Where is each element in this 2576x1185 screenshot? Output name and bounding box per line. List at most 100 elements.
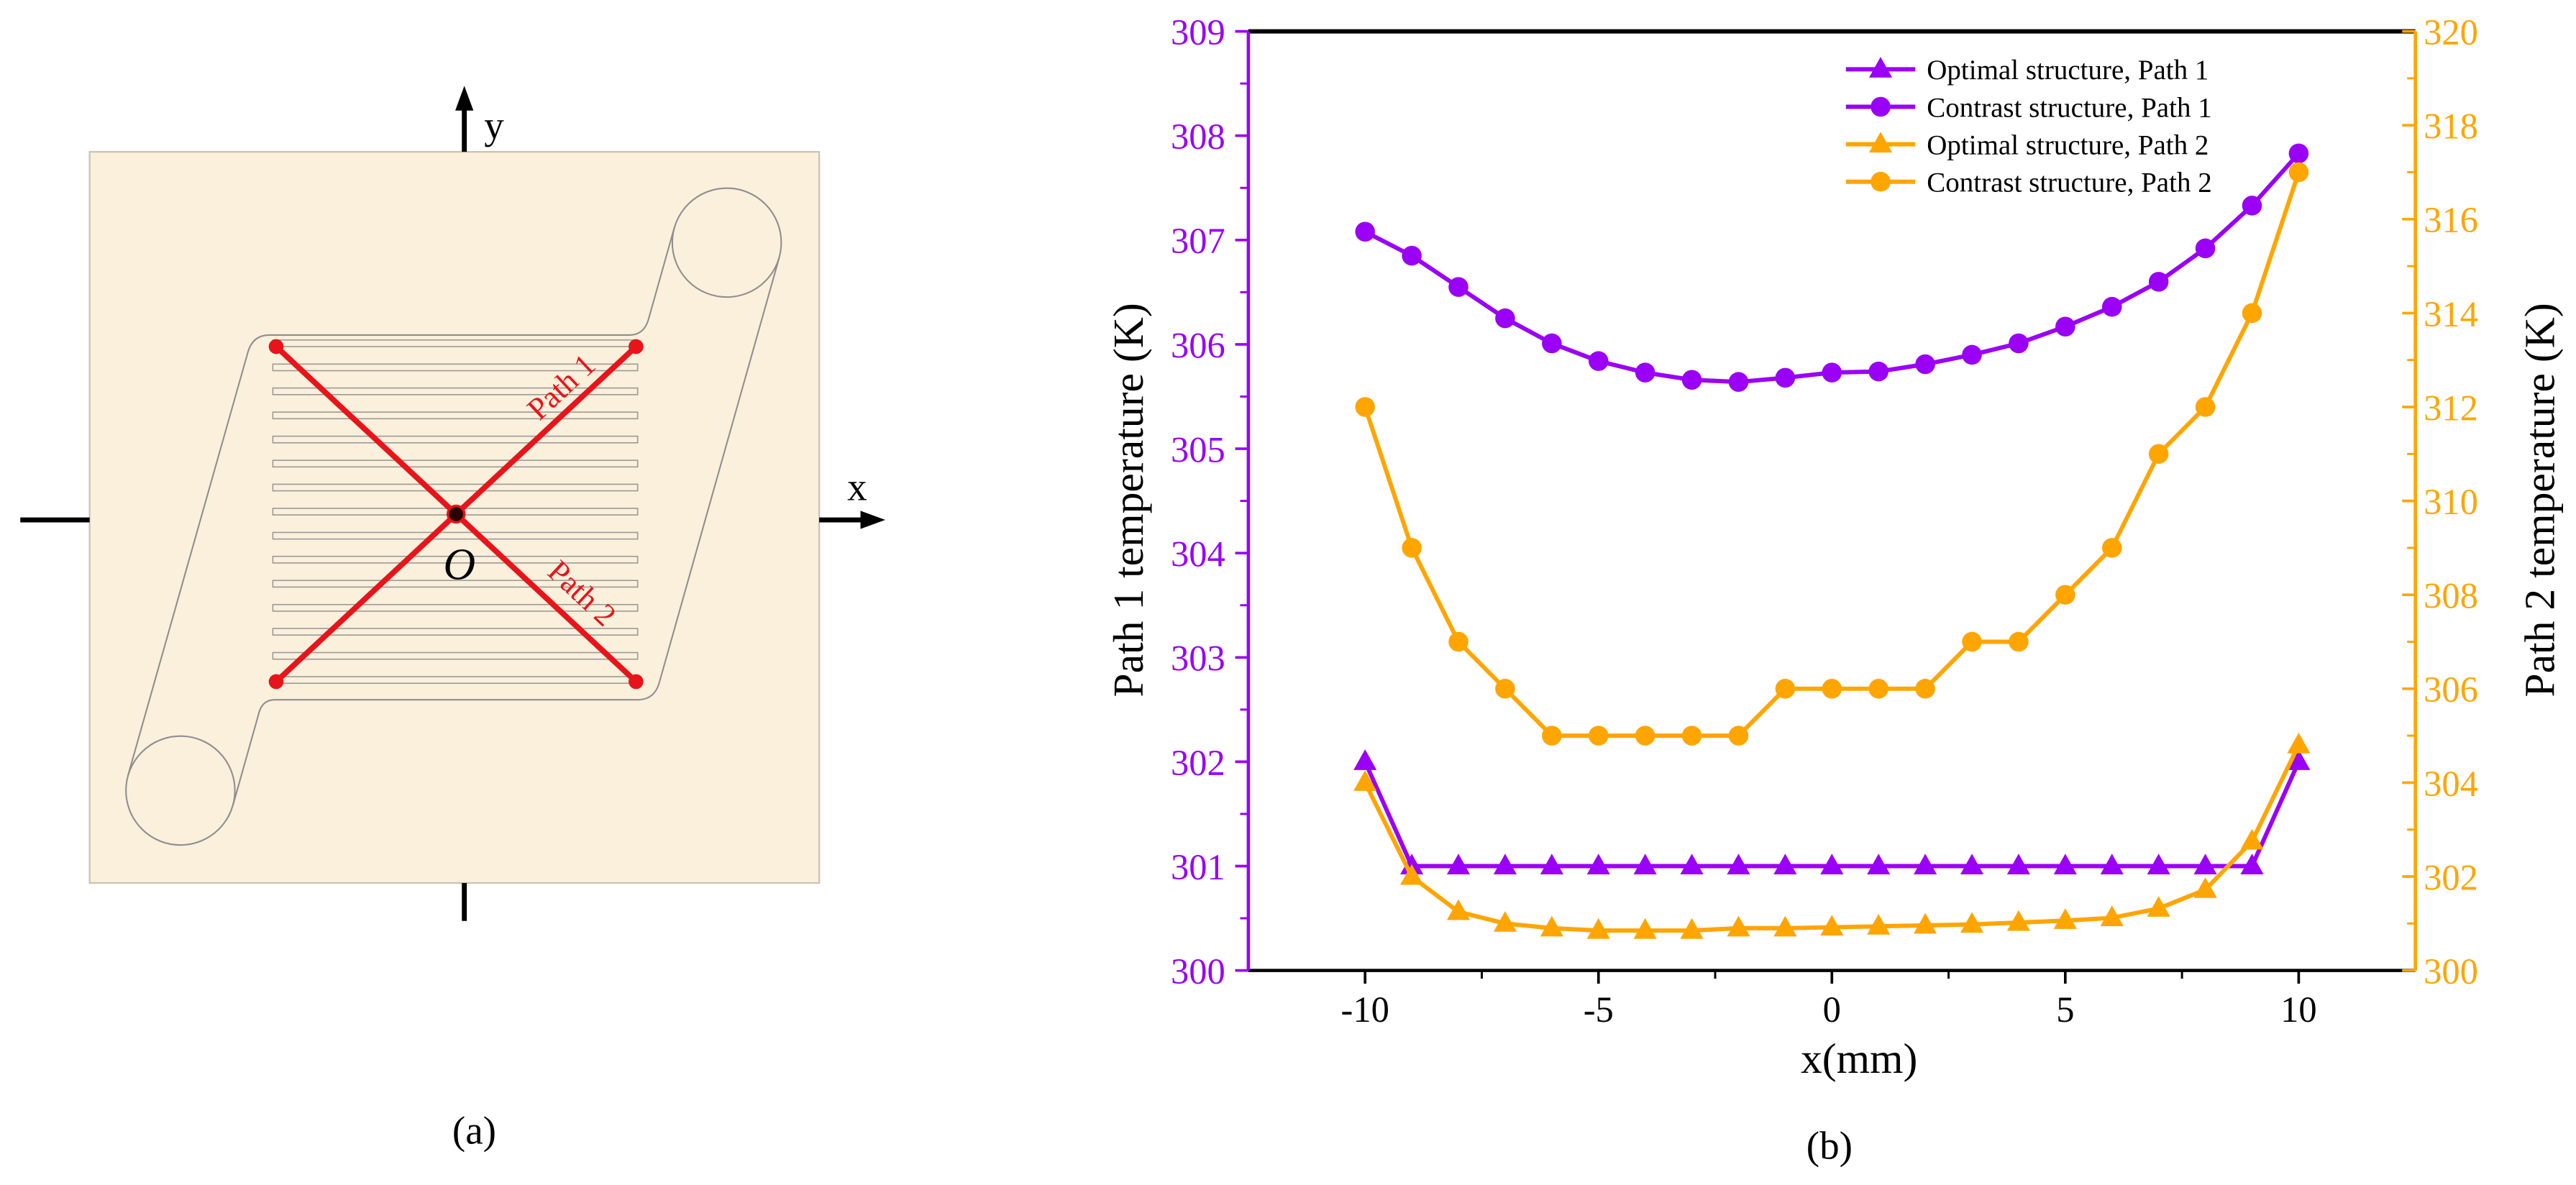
series-3-point xyxy=(2287,732,2311,754)
series-1-point xyxy=(2147,854,2170,874)
legend: Optimal structure, Path 1 Contrast struct… xyxy=(1845,55,2212,198)
panel-a-caption: (a) xyxy=(452,1109,496,1153)
x-tick-label: 0 xyxy=(1823,989,1841,1030)
origin-point xyxy=(446,504,466,524)
series-2-point xyxy=(1448,277,1469,297)
series-3-point xyxy=(1867,914,1891,935)
series-3-point xyxy=(1820,915,1844,936)
series-4 xyxy=(1355,162,2309,746)
series-3-point xyxy=(1446,899,1471,920)
series-1-point xyxy=(1960,854,1984,874)
y-left-tick-label: 309 xyxy=(1171,12,1225,52)
y-right-tick-label: 312 xyxy=(2424,388,2478,428)
series-3-point xyxy=(1353,770,1377,791)
cooling-channel-fin xyxy=(272,363,639,372)
series-4-point xyxy=(1588,726,1609,746)
series-1-point xyxy=(1867,854,1891,874)
series-2-point xyxy=(2242,196,2262,216)
series-4-point xyxy=(1402,538,1422,558)
legend-item: Optimal structure, Path 1 xyxy=(1845,55,2209,86)
y-arrow-head-icon xyxy=(455,86,474,111)
y-left-tick-label: 304 xyxy=(1171,534,1225,575)
legend-item: Contrast structure, Path 2 xyxy=(1845,167,2212,198)
series-1-point xyxy=(1353,749,1377,770)
legend-triangle-icon xyxy=(1868,57,1893,78)
series-1-point xyxy=(2053,854,2077,874)
series-2-point xyxy=(2009,333,2029,354)
series-3-point xyxy=(2240,828,2264,850)
y-right-tick-label: 316 xyxy=(2424,200,2478,240)
y-right-tick-label: 320 xyxy=(2424,12,2478,52)
x-axis-title: x(mm) xyxy=(1801,1035,1917,1082)
channel-outline-left xyxy=(127,227,675,777)
flow-channel-outline xyxy=(125,187,782,846)
series-3-point xyxy=(1633,918,1657,939)
series-1-point xyxy=(2240,854,2264,874)
panel-b: 300 301 302 303 304 305 306 307 308 309 300 302 304 3… xyxy=(1105,12,2563,1167)
series-3-point xyxy=(1586,918,1610,939)
series-1-line xyxy=(1363,761,2301,869)
series-4-point xyxy=(1635,726,1655,746)
series-2-point xyxy=(1542,333,1562,354)
series-3-point xyxy=(2193,877,2217,898)
path-endpoint xyxy=(629,339,644,354)
series-1-point xyxy=(1727,854,1750,874)
y-left-tick-label: 301 xyxy=(1171,847,1225,887)
series-4-point xyxy=(1915,679,1935,699)
series-2-point xyxy=(1402,245,1422,266)
series-3-point xyxy=(1680,918,1704,939)
series-2-point xyxy=(1775,367,1796,388)
legend-item: Contrast structure, Path 1 xyxy=(1845,92,2212,123)
path-endpoint xyxy=(268,339,284,354)
series-2-point xyxy=(1728,372,1749,392)
cooling-channel-fin xyxy=(272,628,639,636)
series-4-point xyxy=(2195,397,2216,417)
cooling-channel-fin xyxy=(272,387,639,395)
y-left-tick-label: 305 xyxy=(1171,429,1225,470)
series-1 xyxy=(1353,749,2311,874)
series-4-point xyxy=(2009,631,2029,652)
series-4-point xyxy=(2288,162,2309,183)
x-tick-label: 10 xyxy=(2280,989,2316,1030)
y-right-axis-title: Path 2 temperature (K) xyxy=(2516,303,2563,697)
series-3 xyxy=(1353,732,2311,939)
inlet-port xyxy=(671,187,782,298)
series-1-point xyxy=(1446,854,1471,874)
legend-label: Optimal structure, Path 2 xyxy=(1927,129,2209,160)
panel-b-caption: (b) xyxy=(1807,1123,1853,1167)
series-2-point xyxy=(1355,221,1375,242)
series-4-point xyxy=(1962,631,1982,652)
series-4-point xyxy=(1355,397,1375,417)
series-1-point xyxy=(1540,854,1563,874)
cooling-channel-fin xyxy=(272,483,639,492)
series-3-point xyxy=(2100,905,2124,926)
legend-label: Optimal structure, Path 1 xyxy=(1927,55,2209,86)
outlet-port xyxy=(125,735,236,846)
series-1-point xyxy=(2100,854,2124,874)
series-1-point xyxy=(1773,854,1797,874)
series-4-point xyxy=(1542,726,1562,746)
legend-label: Contrast structure, Path 1 xyxy=(1927,92,2211,123)
series-1-point xyxy=(1493,854,1517,874)
y-left-axis-title: Path 1 temperature (K) xyxy=(1105,303,1152,697)
series-2-point xyxy=(1588,351,1609,371)
series-4-point xyxy=(2101,538,2122,558)
y-left-tick-label: 306 xyxy=(1171,325,1225,365)
series-4-point xyxy=(2148,444,2169,465)
series-3-point xyxy=(1400,864,1424,885)
series-2-point xyxy=(1868,361,1888,382)
series-2-point xyxy=(1495,308,1515,329)
series-3-point xyxy=(2006,910,2030,931)
panel-a: y x xyxy=(20,86,885,1153)
series-3-point xyxy=(1493,911,1517,932)
series-4-point xyxy=(1822,679,1842,699)
series-2-point xyxy=(1635,362,1655,383)
cooling-channel-fin xyxy=(272,435,639,444)
series-2 xyxy=(1355,143,2309,392)
y-right-tick-label: 318 xyxy=(2424,106,2478,147)
series-2-point xyxy=(1962,344,1982,365)
series-2-point xyxy=(1822,362,1842,383)
series-2-point xyxy=(2148,272,2169,292)
x-arrow-head-icon xyxy=(860,511,885,529)
series-4-point xyxy=(1728,726,1749,746)
